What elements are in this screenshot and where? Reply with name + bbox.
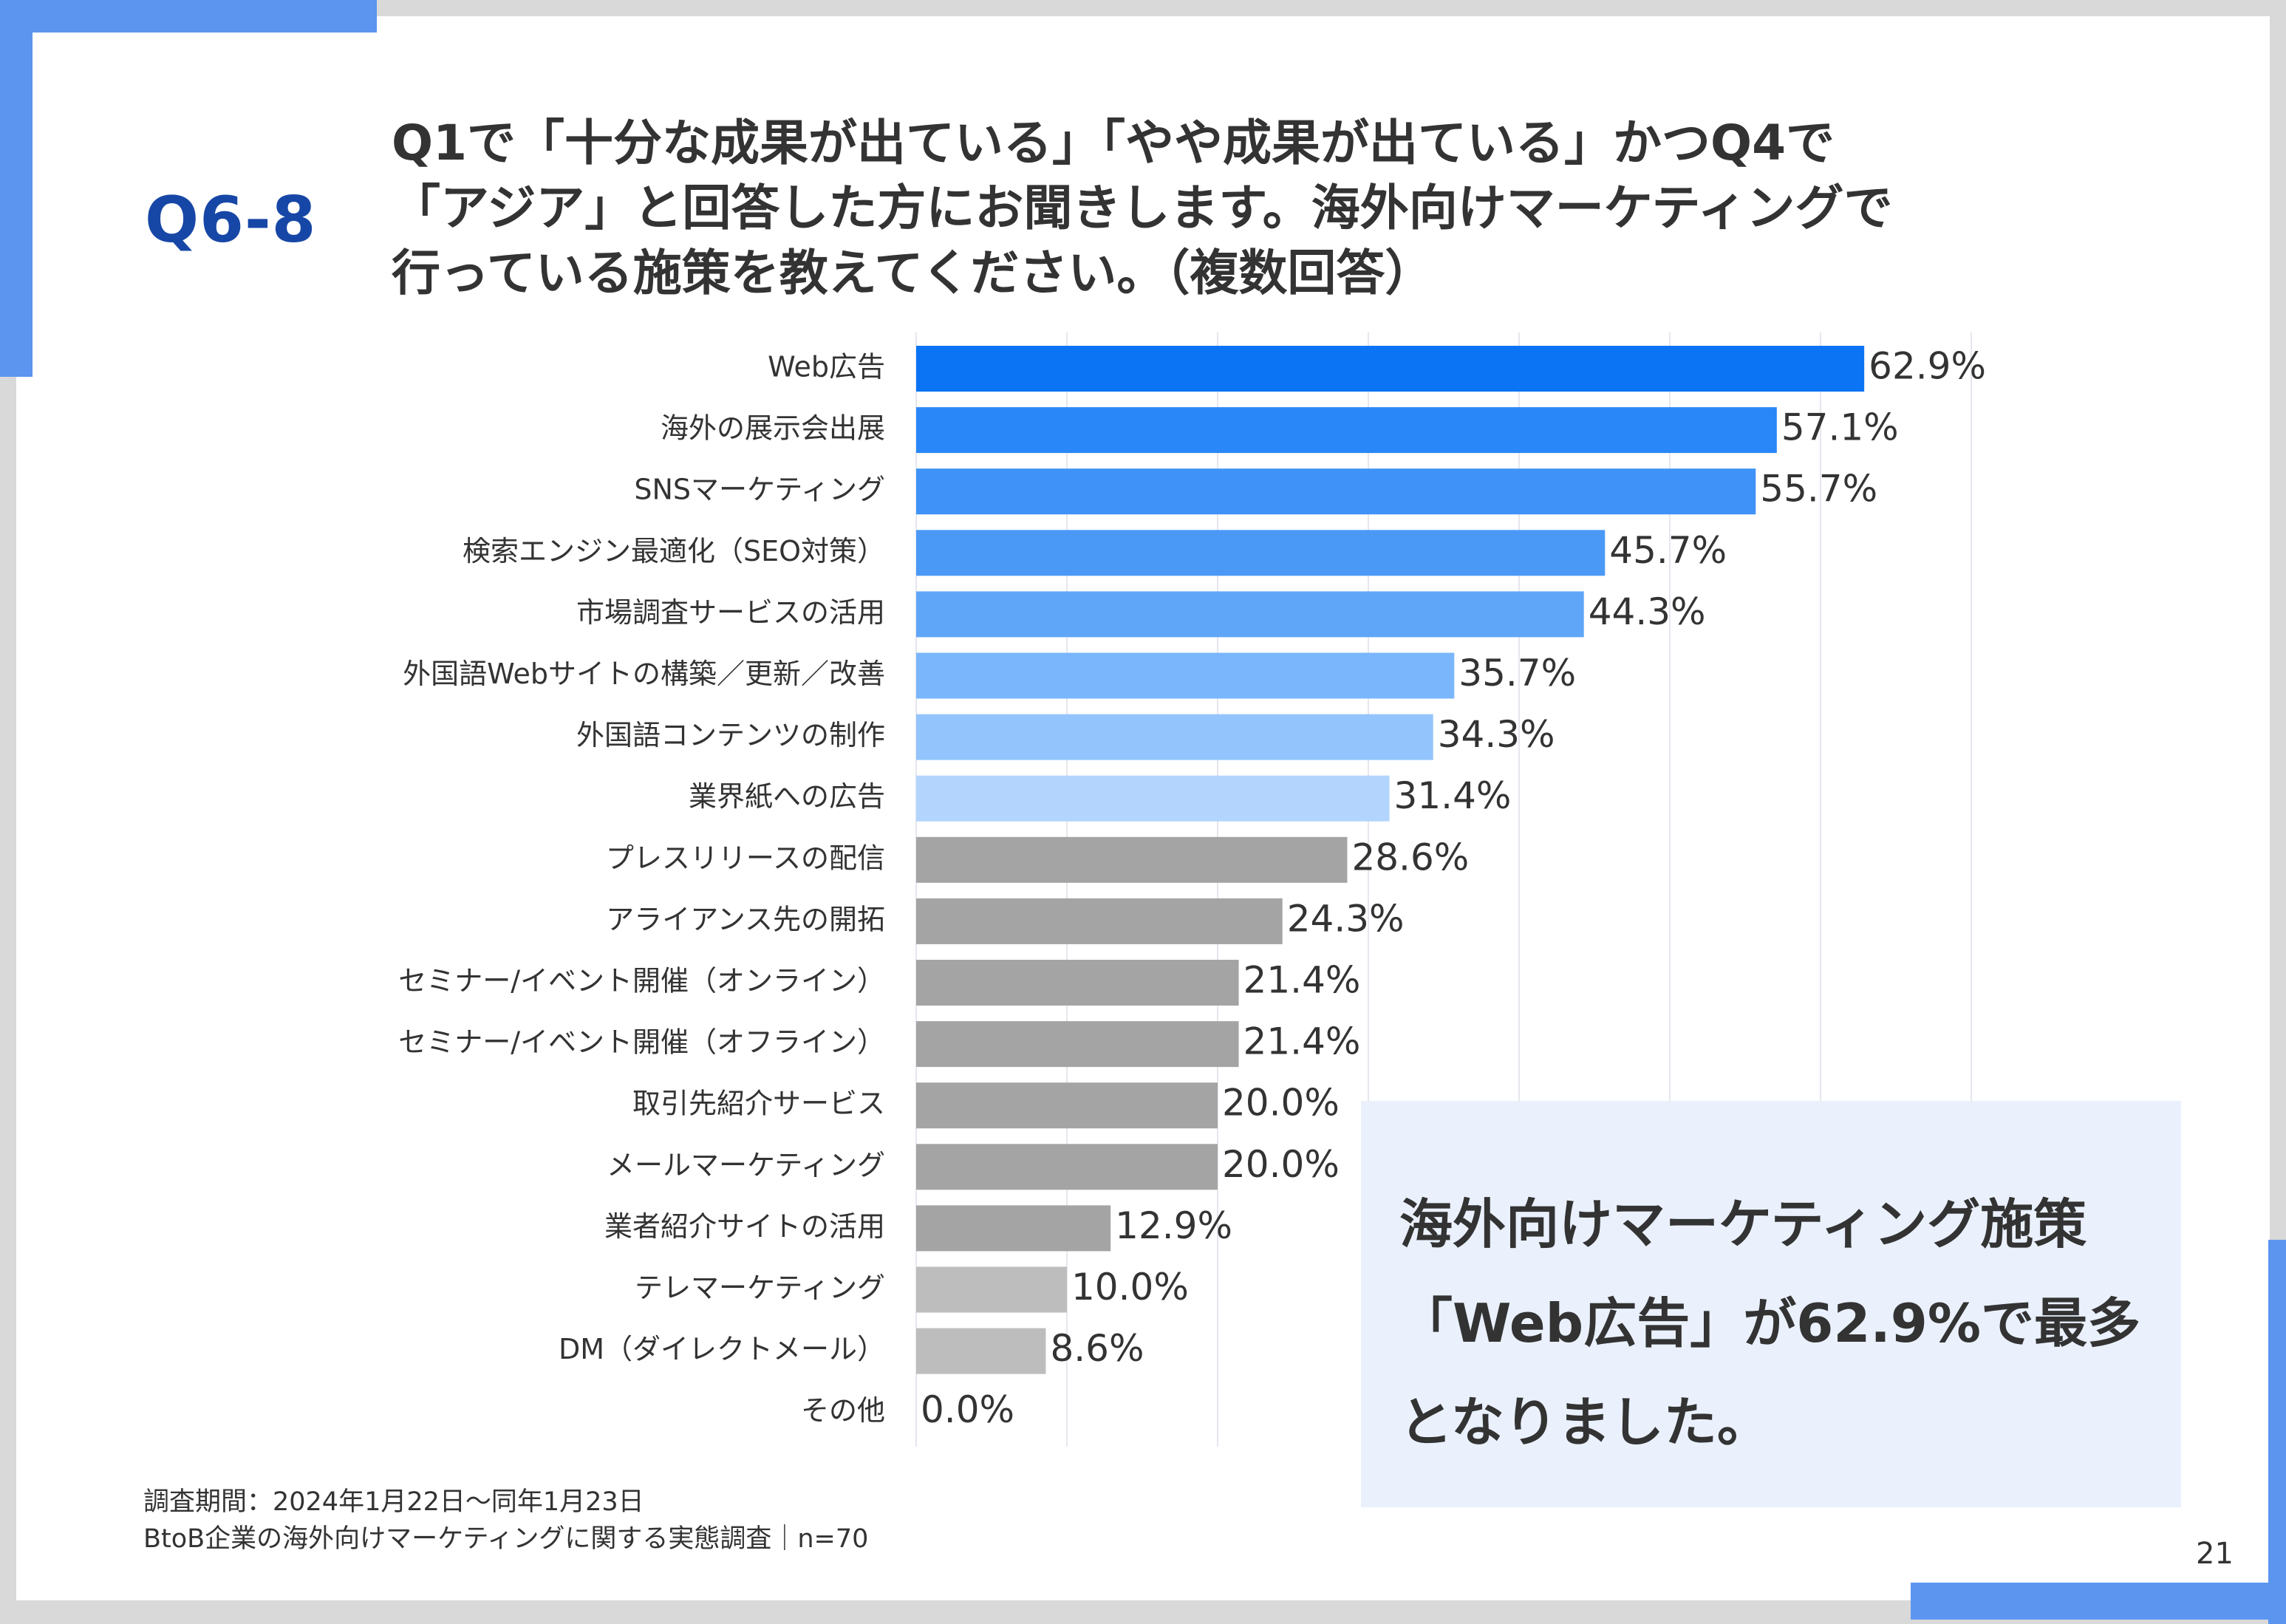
summary-callout: 海外向けマーケティング施策 「Web広告」が62.9%で最多 となりました。: [1361, 1101, 2181, 1507]
question-id: Q6-8: [145, 183, 317, 257]
value-label: 35.7%: [1458, 652, 1576, 695]
category-label: DM（ダイレクトメール）: [559, 1333, 885, 1365]
bar: [916, 1082, 1218, 1129]
category-label: その他: [801, 1394, 885, 1427]
bar: [916, 836, 1348, 883]
category-label: プレスリリースの配信: [606, 842, 885, 874]
value-label: 21.4%: [1243, 959, 1361, 1002]
value-label: 44.3%: [1589, 590, 1706, 633]
category-label: メールマーケティング: [607, 1149, 885, 1181]
value-label: 12.9%: [1115, 1204, 1232, 1247]
bar: [916, 1144, 1218, 1190]
value-label: 21.4%: [1243, 1020, 1361, 1063]
category-label: 海外の展示会出展: [661, 412, 885, 445]
bar: [916, 530, 1606, 576]
category-label: アライアンス先の開拓: [606, 903, 885, 935]
value-label: 57.1%: [1781, 406, 1899, 449]
accent-bar-top: [0, 0, 377, 33]
question-line: Q1で「十分な成果が出ている」「やや成果が出ている」かつQ4で: [392, 115, 1835, 171]
question-line: 行っている施策を教えてください。（複数回答）: [392, 245, 1434, 301]
category-label: Web広告: [768, 351, 885, 383]
callout-text: 海外向けマーケティング施策 「Web広告」が62.9%で最多 となりました。: [1399, 1175, 2168, 1472]
value-label: 0.0%: [921, 1388, 1014, 1431]
category-label: 外国語コンテンツの制作: [576, 719, 885, 751]
footnote: 調査期間：2024年1月22日～同年1月23日 BtoB企業の海外向けマーケティ…: [143, 1484, 868, 1558]
question-text: Q1で「十分な成果が出ている」「やや成果が出ている」かつQ4で 「アジア」と回答…: [392, 111, 2150, 306]
value-label: 8.6%: [1050, 1327, 1144, 1370]
accent-bar-left: [0, 0, 33, 377]
bar: [916, 468, 1756, 515]
value-label: 45.7%: [1609, 529, 1727, 572]
bar: [916, 1328, 1046, 1374]
category-label: セミナー/イベント開催（オフライン）: [398, 1026, 885, 1059]
bar: [916, 407, 1777, 454]
category-label: 業者紹介サイトの活用: [604, 1210, 885, 1243]
category-label: セミナー/イベント開催（オンライン）: [398, 965, 885, 997]
bar: [916, 775, 1390, 822]
category-label: 外国語Webサイトの構築／更新／改善: [403, 658, 885, 690]
category-label: 検索エンジン最適化（SEO対策）: [463, 535, 885, 567]
value-label: 24.3%: [1287, 897, 1405, 940]
page-number: 21: [2196, 1537, 2234, 1571]
callout-line: 「Web広告」が62.9%で最多: [1399, 1292, 2141, 1354]
bar: [916, 714, 1433, 760]
value-label: 62.9%: [1869, 345, 1986, 388]
bar: [916, 898, 1283, 944]
bar: [916, 1266, 1067, 1313]
bar: [916, 591, 1584, 638]
bar: [916, 1021, 1239, 1068]
category-label: 業界紙への広告: [689, 780, 885, 813]
accent-bar-right: [2268, 1240, 2286, 1624]
bar: [916, 1205, 1111, 1252]
value-label: 20.0%: [1222, 1143, 1340, 1186]
value-label: 28.6%: [1351, 836, 1469, 878]
category-label: SNSマーケティング: [634, 474, 885, 506]
bar: [916, 960, 1239, 1006]
callout-line: となりました。: [1399, 1391, 1770, 1453]
question-line: 「アジア」と回答した方にお聞きします。海外向けマーケティングで: [392, 180, 1893, 236]
category-label: 市場調査サービスの活用: [576, 596, 885, 629]
value-label: 10.0%: [1071, 1266, 1189, 1309]
value-label: 55.7%: [1760, 468, 1877, 511]
callout-line: 海外向けマーケティング施策: [1399, 1193, 2087, 1255]
value-label: 34.3%: [1438, 713, 1555, 756]
bar: [916, 346, 1865, 392]
survey-name: BtoB企業の海外向けマーケティングに関する実態調査｜n=70: [143, 1524, 869, 1554]
value-label: 20.0%: [1222, 1082, 1340, 1125]
category-label: 取引先紹介サービス: [632, 1088, 885, 1120]
value-label: 31.4%: [1394, 774, 1512, 817]
bar: [916, 652, 1455, 699]
accent-bar-bottom: [1911, 1583, 2286, 1620]
category-label: テレマーケティング: [635, 1272, 885, 1304]
survey-period: 調査期間：2024年1月22日～同年1月23日: [143, 1487, 644, 1517]
